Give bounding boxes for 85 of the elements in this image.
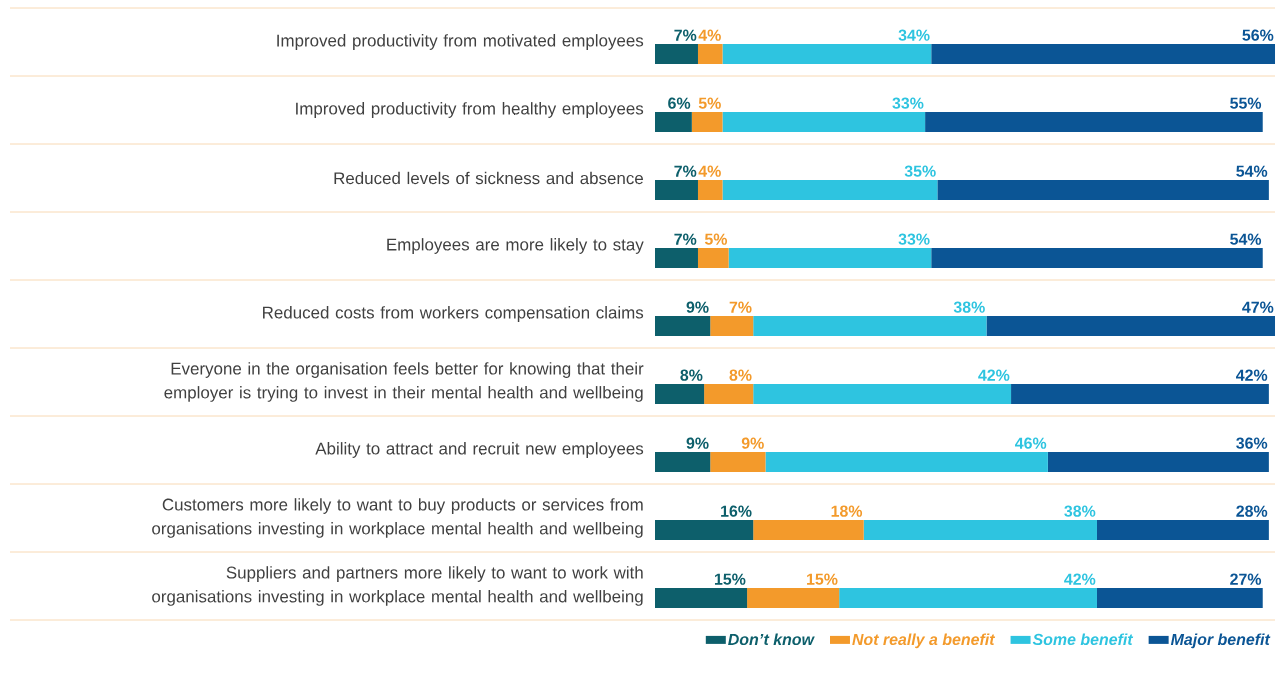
data-label: 42% — [978, 369, 1010, 381]
bar — [655, 452, 711, 473]
data-label: 28% — [1236, 505, 1268, 517]
data-label: 7% — [674, 233, 697, 245]
bar — [722, 180, 938, 201]
data-label: 6% — [668, 97, 691, 109]
legend-label: Major benefit — [1170, 633, 1271, 649]
bar — [863, 520, 1097, 541]
data-label: 55% — [1230, 97, 1262, 109]
data-label: 9% — [686, 437, 709, 449]
data-label: 56% — [1242, 29, 1274, 41]
bar — [710, 316, 754, 337]
data-label: 16% — [721, 505, 752, 517]
data-label: 36% — [1236, 437, 1268, 449]
data-label: 7% — [729, 301, 752, 313]
bar — [722, 44, 932, 65]
bar — [1047, 452, 1269, 473]
bar — [655, 112, 692, 133]
data-label: 38% — [1064, 505, 1096, 517]
bar — [655, 44, 698, 65]
data-label: 46% — [1015, 437, 1047, 449]
y-tick-label: Improved productivity from healthy employees — [296, 102, 644, 118]
data-label: 9% — [686, 301, 709, 313]
data-label: 38% — [953, 301, 985, 313]
bar — [691, 112, 723, 133]
bar — [839, 588, 1097, 609]
bar — [697, 248, 729, 269]
data-label: 8% — [680, 369, 703, 381]
legend-label: Don’t know — [728, 633, 815, 646]
legend-label: Some benefit — [1032, 633, 1134, 646]
bar — [655, 180, 698, 201]
data-label: 47% — [1242, 301, 1274, 313]
data-label: 33% — [898, 233, 930, 245]
data-label: 35% — [904, 165, 936, 177]
y-tick-label: Reduced levels of sickness and absence — [334, 171, 643, 185]
data-label: 15% — [714, 573, 746, 585]
bar — [1096, 588, 1263, 609]
data-label: 5% — [698, 97, 721, 109]
bar — [1011, 384, 1269, 405]
data-label: 9% — [741, 437, 764, 449]
data-label: 33% — [892, 97, 924, 109]
bar — [655, 248, 698, 269]
data-label: 5% — [704, 233, 728, 245]
y-tick-label: Employees are more likely to stay — [387, 238, 644, 254]
bar — [704, 384, 754, 405]
data-label: 4% — [698, 165, 721, 177]
bar — [765, 452, 1048, 473]
bar — [1096, 520, 1269, 541]
bar — [753, 520, 864, 541]
data-label: 8% — [729, 369, 752, 381]
data-label: 15% — [807, 573, 838, 585]
bar — [747, 588, 840, 609]
bar — [931, 44, 1276, 65]
bar — [655, 316, 711, 337]
bar — [697, 180, 723, 201]
bar — [925, 112, 1263, 133]
y-tick-label: Ability to attract and recruit new employees — [315, 442, 644, 458]
bar — [722, 112, 926, 133]
data-label: 54% — [1230, 233, 1262, 245]
bar — [697, 44, 723, 65]
bar — [710, 452, 766, 473]
bar — [986, 316, 1276, 337]
data-label: 42% — [1064, 573, 1096, 585]
bar — [728, 248, 932, 269]
data-label: 27% — [1230, 573, 1262, 585]
bar — [937, 180, 1269, 201]
data-label: 7% — [674, 165, 697, 177]
bar — [753, 384, 1012, 405]
y-tick-label: Suppliers and partners more likely to want to work with organisations investing in workplace mental health and wellbeing — [152, 566, 643, 606]
data-label: 7% — [674, 29, 697, 41]
data-label: 54% — [1236, 165, 1268, 177]
bar — [655, 588, 748, 609]
data-label: 4% — [698, 29, 721, 41]
legend-label: Not really a benefit — [852, 633, 996, 649]
data-label: 34% — [898, 29, 930, 41]
y-tick-label: Everyone in the organisation feels better for knowing that their employer is trying to invest in their mental health and wellbeing — [164, 362, 644, 402]
bar — [655, 384, 705, 405]
bar — [753, 316, 987, 337]
y-tick-label: Reduced costs from workers compensation claims — [263, 306, 644, 322]
y-tick-label: Customers more likely to want to buy products or services from organisations investing in workplace mental health and wellbeing — [152, 498, 643, 538]
bar — [931, 248, 1263, 269]
y-tick-label: Improved productivity from motivated employees — [277, 34, 644, 50]
bar — [655, 520, 754, 541]
data-label: 18% — [831, 505, 863, 517]
data-label: 42% — [1236, 369, 1268, 381]
